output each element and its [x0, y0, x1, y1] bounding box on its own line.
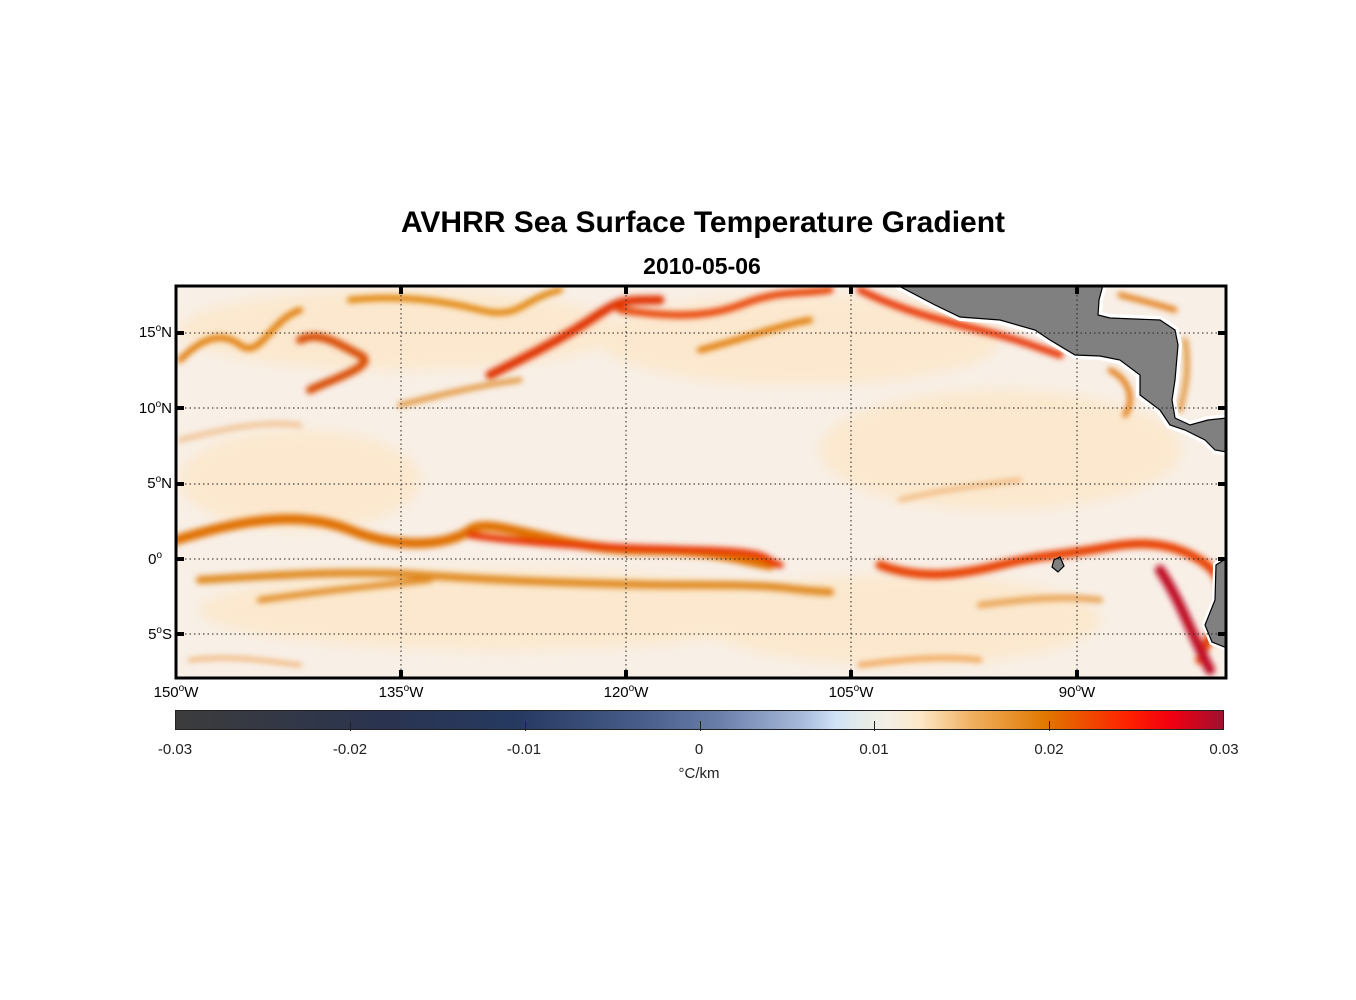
colorbar — [175, 710, 1224, 731]
colorbar-tick-label: -0.02 — [332, 741, 368, 758]
x-tick-label: 105oW — [828, 683, 874, 701]
land-mass — [895, 286, 1226, 651]
colorbar-tick-label: 0.03 — [1209, 741, 1239, 758]
colorbar-tick-label: 0.02 — [1034, 741, 1064, 758]
gradient-fronts — [176, 286, 1226, 675]
colorbar-tick-label: 0.01 — [859, 741, 889, 758]
colorbar-tick-label: -0.03 — [157, 741, 193, 758]
colorbar-tick-label: -0.01 — [506, 741, 542, 758]
y-tick-label: 15oN — [138, 323, 172, 341]
colorbar-tick — [350, 721, 351, 731]
chart-subtitle: 2010-05-06 — [643, 253, 761, 279]
map-frame — [174, 284, 1228, 680]
x-tick-label: 120oW — [603, 683, 649, 701]
y-tick-label: 10oN — [138, 399, 172, 417]
sst-gradient-field — [176, 286, 1226, 678]
y-tick-label: 5oN — [147, 474, 172, 492]
x-tick-label: 135oW — [378, 683, 424, 701]
y-tick-label: 0o — [148, 550, 162, 568]
galapagos-land — [1051, 556, 1065, 573]
colorbar-unit-label: °C/km — [678, 765, 720, 782]
chart-title: AVHRR Sea Surface Temperature Gradient — [400, 206, 1006, 239]
colorbar-tick — [700, 721, 701, 731]
colorbar-tick — [525, 721, 526, 731]
colorbar-tick — [1049, 721, 1050, 731]
y-tick-label: 5oS — [148, 625, 172, 643]
x-tick-label: 150oW — [153, 683, 199, 701]
colorbar-tick — [874, 721, 875, 731]
colorbar-tick-label: 0 — [694, 741, 704, 758]
x-tick-label: 90oW — [1058, 683, 1096, 701]
axis-ticks — [176, 286, 1226, 678]
